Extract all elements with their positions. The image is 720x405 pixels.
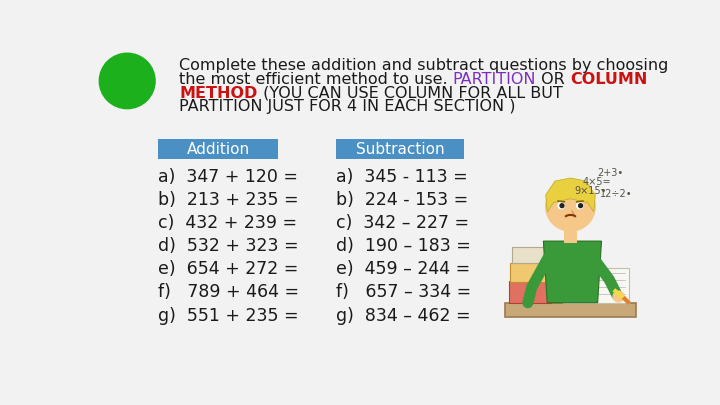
Circle shape bbox=[558, 202, 564, 209]
Circle shape bbox=[579, 204, 582, 208]
Text: d)  190 – 183 =: d) 190 – 183 = bbox=[336, 237, 472, 255]
Text: d)  532 + 323 =: d) 532 + 323 = bbox=[158, 237, 299, 255]
Text: 2+3•: 2+3• bbox=[598, 168, 624, 178]
Text: e)  654 + 272 =: e) 654 + 272 = bbox=[158, 260, 299, 278]
Polygon shape bbox=[544, 241, 601, 303]
FancyBboxPatch shape bbox=[505, 303, 636, 317]
Text: f)   789 + 464 =: f) 789 + 464 = bbox=[158, 284, 300, 301]
Text: PARTITION: PARTITION bbox=[453, 72, 536, 87]
Text: METHOD: METHOD bbox=[179, 85, 258, 100]
Text: a)  345 - 113 =: a) 345 - 113 = bbox=[336, 168, 468, 186]
Circle shape bbox=[577, 202, 583, 209]
Text: b)  213 + 235 =: b) 213 + 235 = bbox=[158, 191, 299, 209]
FancyBboxPatch shape bbox=[158, 139, 279, 160]
Text: Complete these addition and subtract questions by choosing: Complete these addition and subtract que… bbox=[179, 58, 668, 73]
Text: g)  551 + 235 =: g) 551 + 235 = bbox=[158, 307, 299, 324]
Text: g)  834 – 462 =: g) 834 – 462 = bbox=[336, 307, 471, 324]
Text: Addition: Addition bbox=[186, 142, 250, 157]
Text: the most efficient method to use.: the most efficient method to use. bbox=[179, 72, 453, 87]
Text: c)  432 + 239 =: c) 432 + 239 = bbox=[158, 214, 297, 232]
FancyBboxPatch shape bbox=[512, 247, 548, 263]
Text: b)  224 - 153 =: b) 224 - 153 = bbox=[336, 191, 469, 209]
Text: 4×5=: 4×5= bbox=[582, 177, 611, 187]
Circle shape bbox=[560, 204, 564, 208]
Circle shape bbox=[613, 291, 624, 302]
FancyBboxPatch shape bbox=[508, 281, 551, 303]
Circle shape bbox=[99, 53, 155, 109]
Text: f)   657 – 334 =: f) 657 – 334 = bbox=[336, 284, 472, 301]
Text: 9×15•: 9×15• bbox=[575, 185, 607, 196]
FancyBboxPatch shape bbox=[336, 139, 464, 160]
Polygon shape bbox=[546, 178, 595, 212]
Text: Subtraction: Subtraction bbox=[356, 142, 445, 157]
Text: PARTITION JUST FOR 4 IN EACH SECTION ): PARTITION JUST FOR 4 IN EACH SECTION ) bbox=[179, 99, 516, 115]
Text: 12÷2•: 12÷2• bbox=[600, 189, 633, 199]
Text: OR: OR bbox=[536, 72, 570, 87]
Text: a)  347 + 120 =: a) 347 + 120 = bbox=[158, 168, 298, 186]
Text: c)  342 – 227 =: c) 342 – 227 = bbox=[336, 214, 469, 232]
FancyBboxPatch shape bbox=[564, 230, 577, 243]
Text: e)  459 – 244 =: e) 459 – 244 = bbox=[336, 260, 471, 278]
Text: COLUMN: COLUMN bbox=[570, 72, 647, 87]
Circle shape bbox=[546, 182, 595, 231]
FancyBboxPatch shape bbox=[563, 268, 629, 303]
Text: (YOU CAN USE COLUMN FOR ALL BUT: (YOU CAN USE COLUMN FOR ALL BUT bbox=[258, 85, 562, 100]
FancyBboxPatch shape bbox=[510, 263, 549, 282]
